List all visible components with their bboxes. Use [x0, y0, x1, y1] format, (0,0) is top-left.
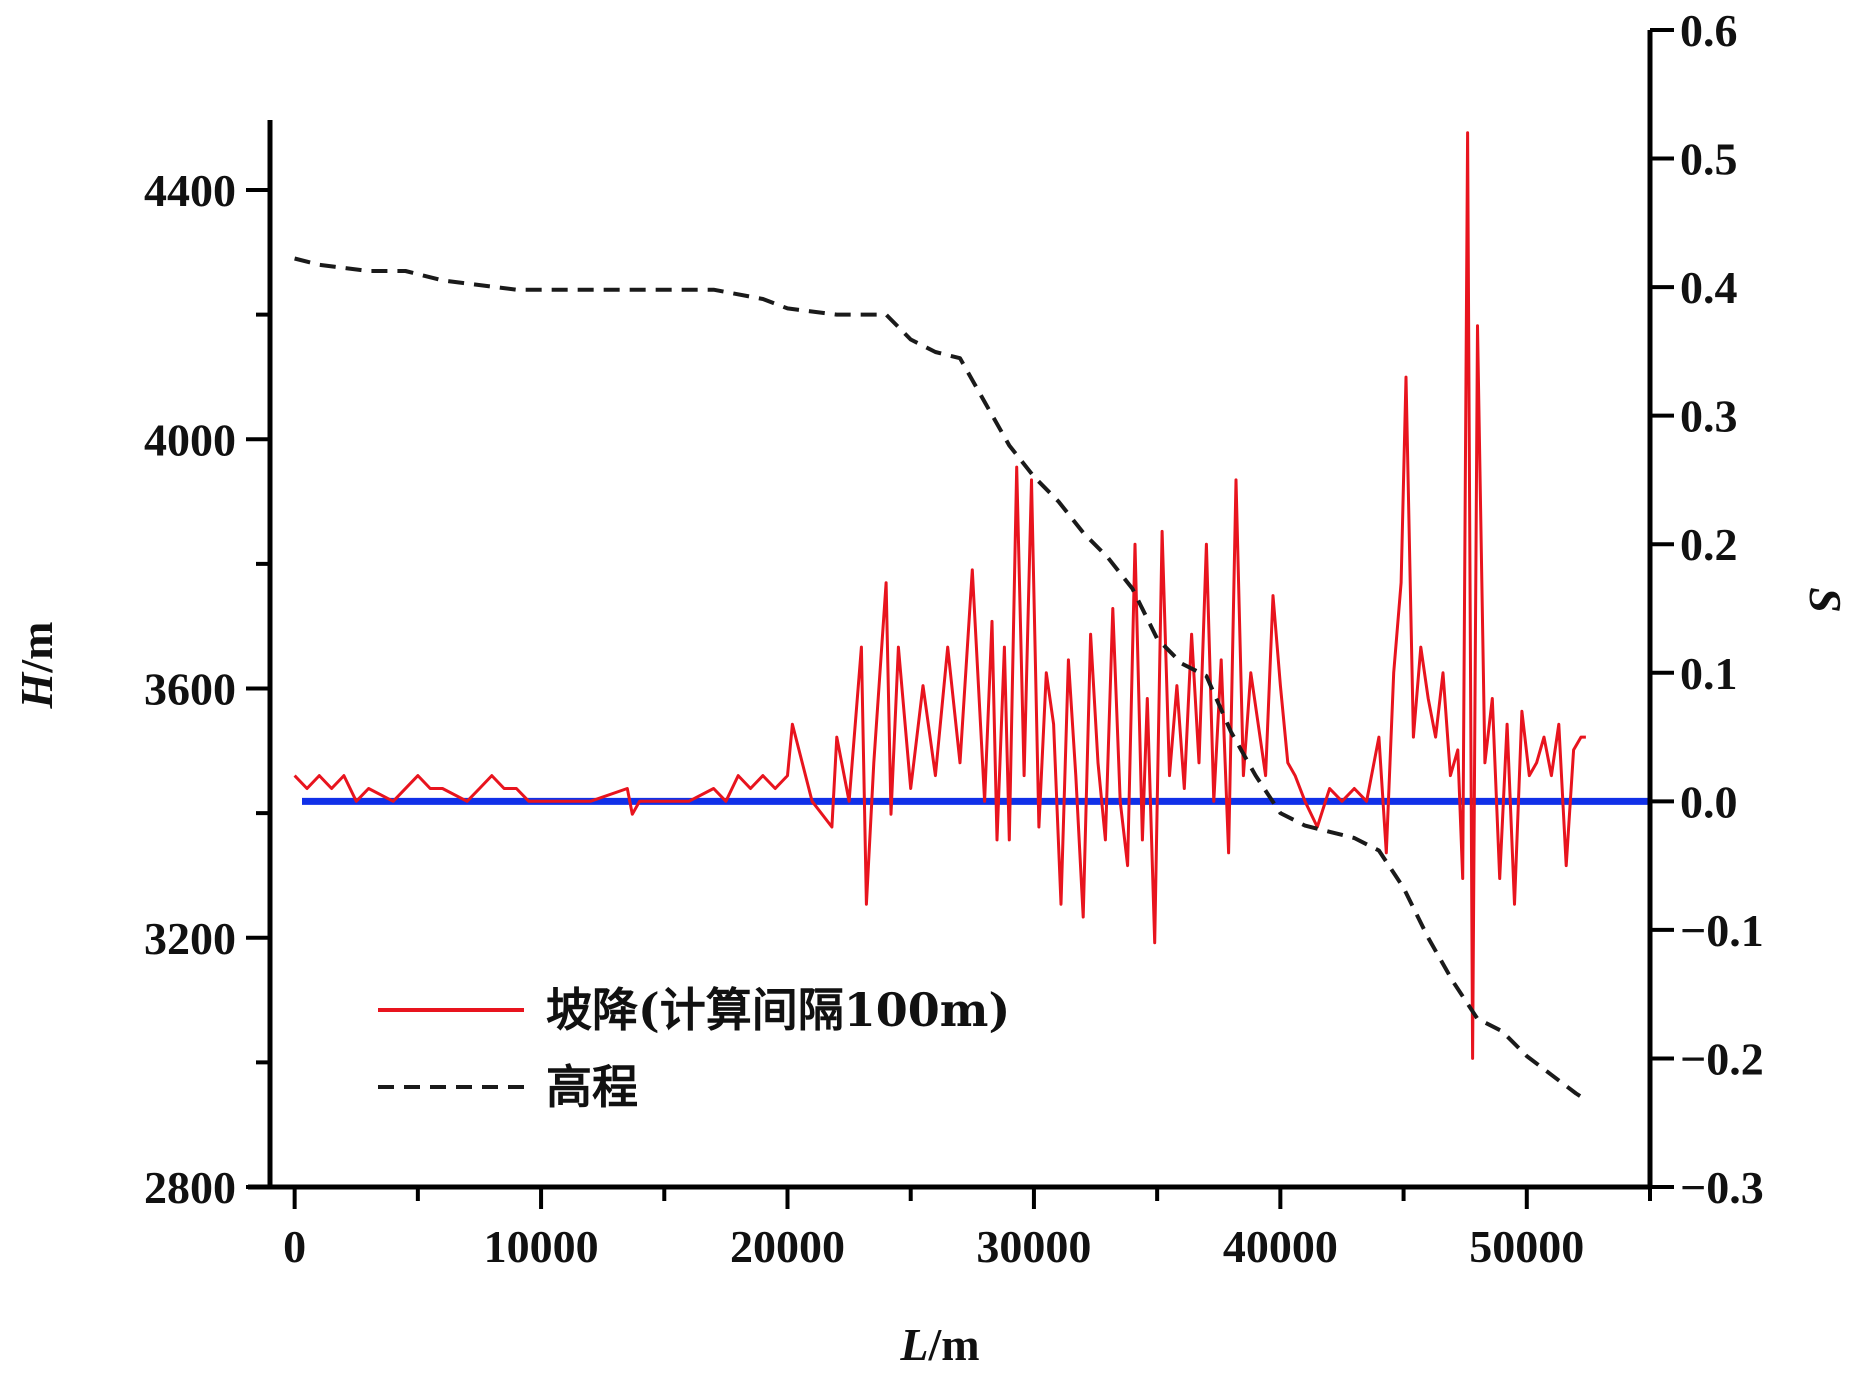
y-right-axis-title: S — [1800, 587, 1851, 613]
y-right-tick-label: 0.2 — [1680, 519, 1738, 570]
y-left-tick-label: 4400 — [144, 165, 236, 216]
series-layer — [293, 131, 1650, 1102]
y-left-axis-title: H/m — [11, 622, 62, 710]
y-right-tick-label: −0.2 — [1680, 1033, 1764, 1084]
slope-line — [293, 131, 1586, 1060]
legend-label-slope: 坡降(计算间隔100m) — [546, 983, 1010, 1037]
y-left-tick-label: 4000 — [144, 414, 236, 465]
elevation-line — [294, 256, 1587, 1102]
x-axis-title: L/m — [899, 1319, 979, 1370]
y-right-tick-label: 0.6 — [1680, 5, 1738, 56]
y-left-tick-label: 3200 — [144, 913, 236, 964]
y-left-tick-label: 2800 — [144, 1162, 236, 1213]
ticks-layer: 0 10000 20000 30000 40000 50000 2800 3200 3600 40… — [144, 5, 1764, 1272]
y-left-tick-label: 3600 — [144, 664, 236, 715]
y-right-tick-label: 0.0 — [1680, 776, 1738, 827]
y-right-tick-label: 0.4 — [1680, 262, 1738, 313]
y-right-tick-label: 0.3 — [1680, 391, 1738, 442]
y-right-tick-label: −0.3 — [1680, 1162, 1764, 1213]
y-right-tick-label: −0.1 — [1680, 905, 1764, 956]
x-tick-label: 0 — [283, 1221, 306, 1272]
legend: 坡降(计算间隔100m) 高程 — [378, 983, 1010, 1114]
axes-layer — [248, 30, 1653, 1190]
y-right-tick-label: 0.5 — [1680, 134, 1738, 185]
x-tick-label: 50000 — [1469, 1221, 1584, 1272]
x-tick-label: 10000 — [484, 1221, 599, 1272]
x-tick-label: 20000 — [730, 1221, 845, 1272]
x-tick-label: 40000 — [1223, 1221, 1338, 1272]
y-right-tick-label: 0.1 — [1680, 648, 1738, 699]
x-tick-label: 30000 — [976, 1221, 1091, 1272]
legend-label-elevation: 高程 — [546, 1060, 638, 1114]
